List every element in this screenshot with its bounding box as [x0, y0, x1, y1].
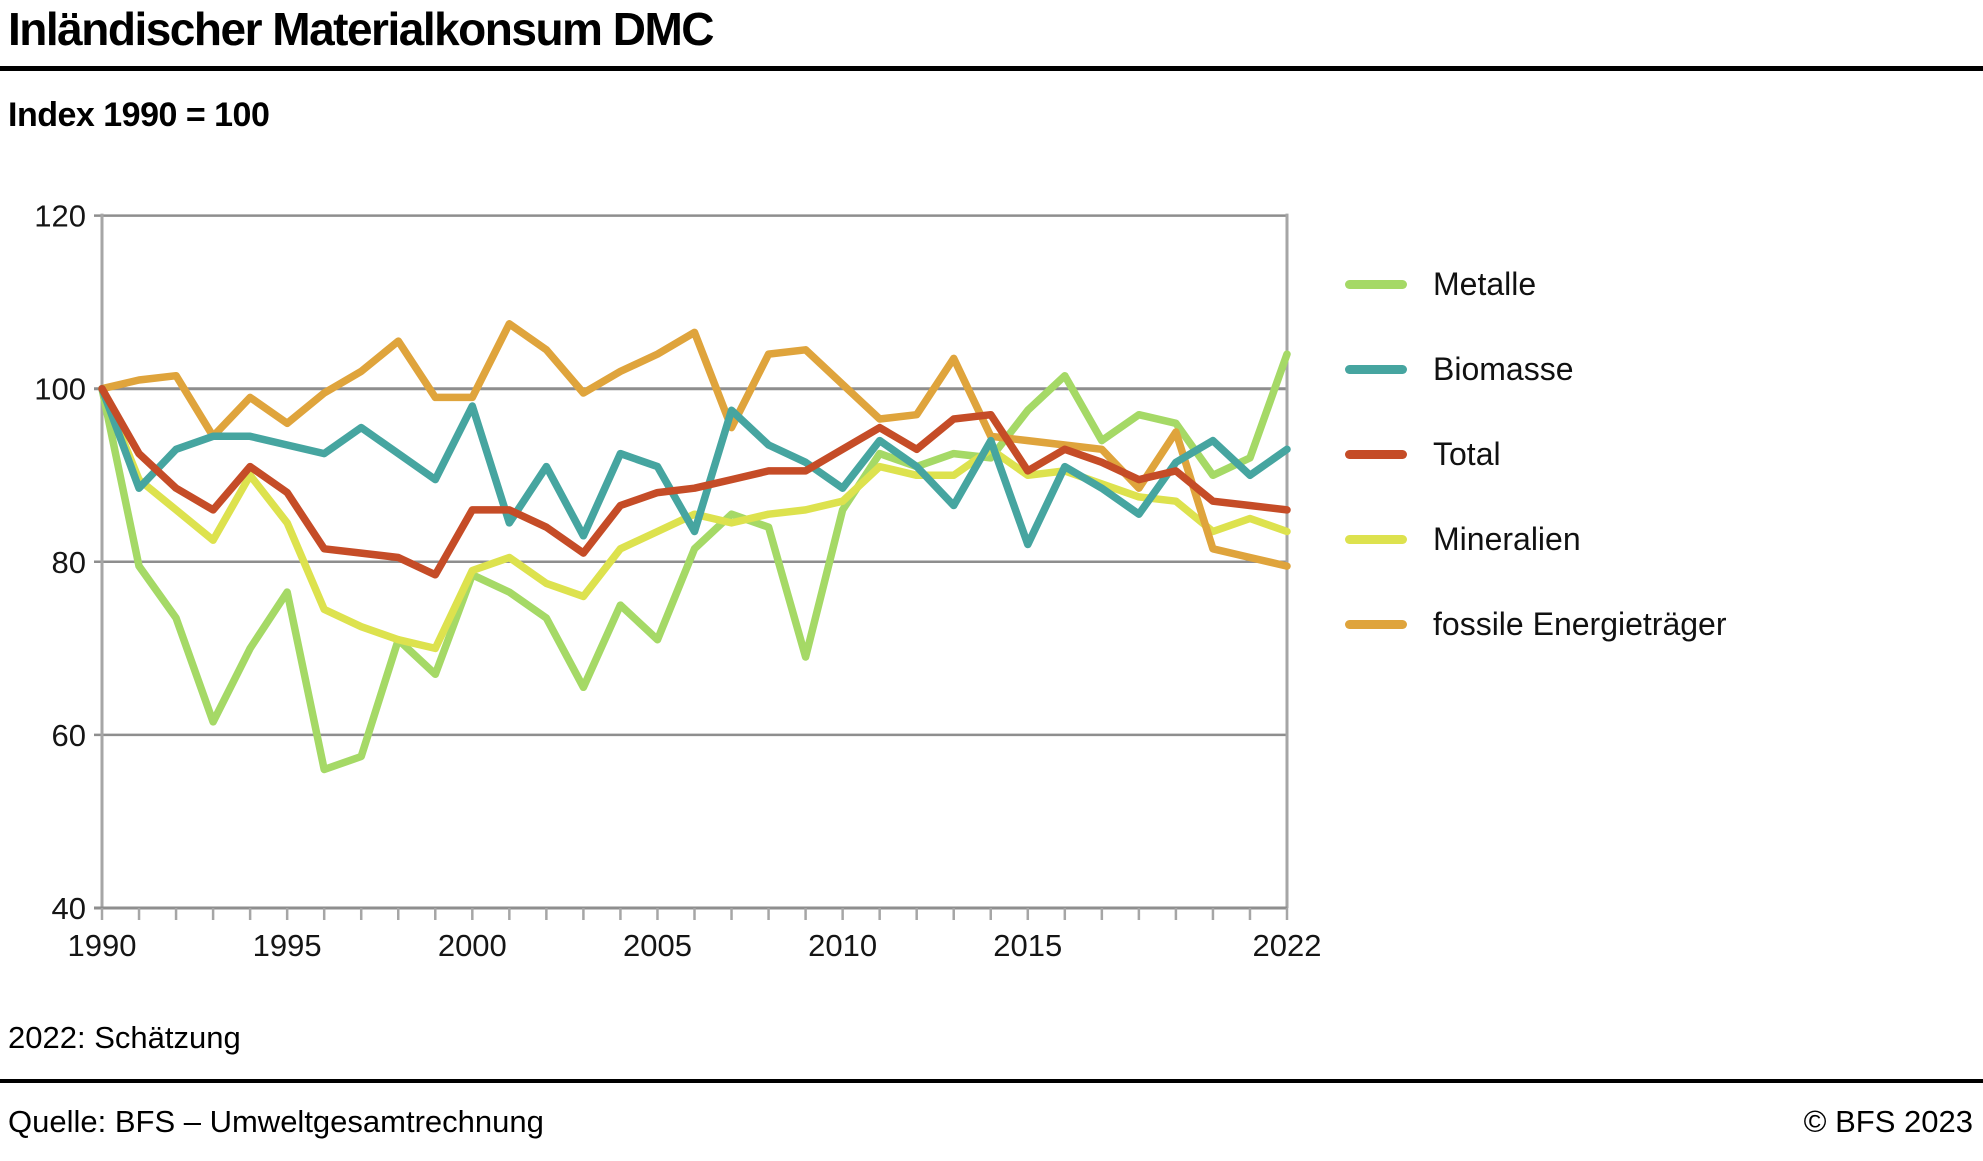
legend-label: Total: [1433, 436, 1501, 472]
copyright-note: © BFS 2023: [1803, 1104, 1973, 1139]
y-tick-label: 40: [52, 891, 86, 926]
chart-legend: Metalle Biomasse Total Mineralien fossil…: [1345, 242, 1726, 667]
series-line-fossile-energietr-ger: [98, 320, 1291, 570]
legend-item-biomasse: Biomasse: [1345, 327, 1726, 412]
legend-item-total: Total: [1345, 412, 1726, 497]
chart-subtitle: Index 1990 = 100: [8, 96, 270, 134]
x-tick-label: 2005: [623, 928, 692, 963]
y-tick-label: 80: [52, 545, 86, 580]
legend-label: Biomasse: [1433, 351, 1574, 387]
y-tick-label: 60: [52, 718, 86, 753]
series-line-biomasse: [98, 384, 1291, 549]
x-tick-label: 2022: [1253, 928, 1322, 963]
x-tick-label: 1995: [253, 928, 322, 963]
footer-rule: [0, 1079, 1983, 1083]
legend-label: Metalle: [1433, 266, 1537, 302]
total-line-swatch: [1345, 450, 1407, 459]
legend-item-mineralien: Mineralien: [1345, 497, 1726, 582]
title-rule: [0, 66, 1983, 71]
legend-item-fossile-energietraeger: fossile Energieträger: [1345, 582, 1726, 667]
metalle-line-swatch: [1345, 280, 1407, 289]
x-tick-label: 2000: [438, 928, 507, 963]
legend-label: Mineralien: [1433, 521, 1581, 557]
biomasse-line-swatch: [1345, 365, 1407, 374]
mineralien-line-swatch: [1345, 535, 1407, 544]
page-title: Inländischer Materialkonsum DMC: [8, 3, 715, 55]
legend-item-metalle: Metalle: [1345, 242, 1726, 327]
y-tick-label: 100: [34, 372, 86, 407]
series-line-total: [98, 384, 1291, 579]
fossile-energietraeger-line-swatch: [1345, 620, 1407, 629]
x-tick-label: 2010: [808, 928, 877, 963]
series-line-metalle: [98, 350, 1291, 774]
legend-label: fossile Energieträger: [1433, 606, 1727, 642]
y-tick-label: 120: [34, 199, 86, 234]
source-note: Quelle: BFS – Umweltgesamtrechnung: [8, 1104, 544, 1139]
x-tick-label: 1990: [68, 928, 137, 963]
x-tick-label: 2015: [993, 928, 1062, 963]
estimate-footnote: 2022: Schätzung: [8, 1020, 241, 1055]
